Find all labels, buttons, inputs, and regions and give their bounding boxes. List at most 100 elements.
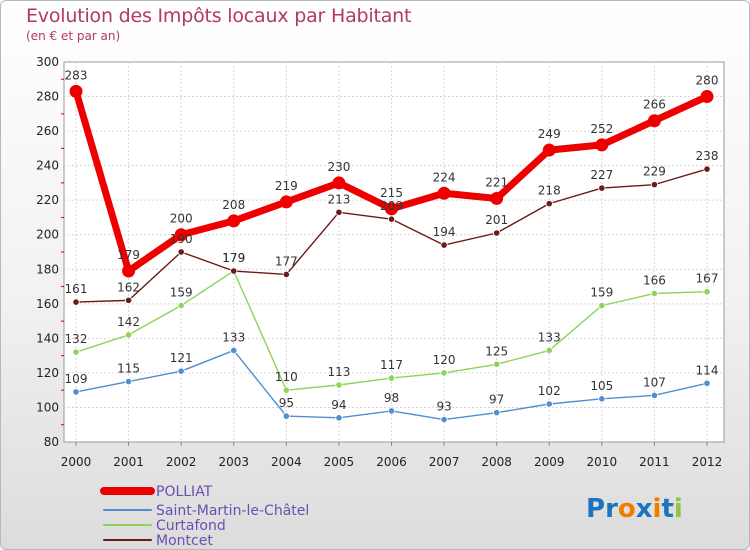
data-label: 219 — [275, 179, 298, 193]
data-label: 218 — [538, 184, 561, 198]
data-label: 133 — [222, 330, 245, 344]
data-label: 177 — [275, 254, 298, 268]
data-point — [650, 391, 659, 399]
data-point — [385, 202, 398, 216]
data-label: 107 — [643, 375, 666, 389]
data-point — [650, 289, 659, 298]
data-point — [177, 248, 185, 256]
proxiti-logo: Proxiti — [586, 494, 683, 524]
data-label: 132 — [65, 332, 88, 346]
logo-letter: i — [674, 494, 683, 524]
data-point — [703, 379, 711, 387]
y-tick-label: 140 — [36, 331, 59, 345]
data-label: 224 — [433, 170, 456, 184]
data-label: 209 — [380, 199, 403, 213]
plot-area — [63, 61, 725, 443]
legend-label: Curtafond — [156, 518, 226, 534]
data-point — [332, 176, 346, 190]
data-point — [647, 114, 661, 128]
data-point — [72, 298, 80, 306]
data-point — [493, 360, 501, 368]
y-tick-label: 80 — [44, 435, 59, 449]
x-tick-label: 2004 — [271, 455, 302, 469]
data-label: 230 — [327, 160, 350, 174]
x-tick-label: 2001 — [113, 455, 144, 469]
legend-label: POLLIAT — [156, 484, 213, 500]
data-point — [177, 301, 185, 310]
data-point — [227, 214, 241, 228]
logo-letter: o — [618, 494, 636, 524]
data-point — [387, 215, 396, 223]
data-label: 94 — [331, 398, 346, 412]
x-tick-label: 2011 — [639, 455, 670, 469]
data-label: 159 — [590, 286, 613, 300]
data-point — [335, 414, 343, 422]
legend: POLLIAT Saint-Martin-le-ChâtelCurtafondMo… — [100, 484, 309, 549]
data-label: 221 — [485, 175, 508, 189]
data-point — [598, 395, 606, 403]
data-point — [279, 195, 293, 209]
data-label: 142 — [117, 315, 140, 329]
data-label: 252 — [590, 122, 613, 136]
data-label: 249 — [538, 127, 561, 141]
data-label: 280 — [696, 74, 719, 88]
y-tick-label: 200 — [36, 228, 59, 242]
data-point — [703, 288, 711, 296]
data-label: 117 — [380, 358, 403, 372]
data-point — [124, 331, 133, 339]
y-tick-label: 100 — [36, 400, 59, 414]
x-tick-label: 2006 — [376, 455, 407, 469]
data-label: 283 — [65, 68, 88, 82]
data-point — [650, 181, 659, 189]
data-label: 114 — [696, 363, 719, 377]
data-point — [69, 84, 83, 98]
x-tick-label: 2012 — [692, 455, 723, 469]
y-tick-label: 260 — [36, 124, 59, 138]
data-label: 194 — [433, 225, 456, 239]
data-point — [598, 301, 606, 310]
data-label: 179 — [117, 248, 140, 262]
data-label: 190 — [170, 232, 193, 246]
y-tick-label: 220 — [36, 193, 59, 207]
data-label: 113 — [327, 365, 350, 379]
data-point — [72, 388, 80, 396]
data-label: 109 — [65, 372, 88, 386]
data-label: 213 — [327, 192, 350, 206]
data-point — [437, 186, 451, 200]
data-point — [542, 143, 556, 157]
data-label: 201 — [485, 213, 508, 227]
x-tick-label: 2009 — [534, 455, 565, 469]
data-label: 167 — [696, 272, 719, 286]
data-point — [545, 200, 553, 208]
data-point — [440, 415, 448, 424]
data-label: 98 — [384, 391, 399, 405]
data-label: 121 — [170, 351, 193, 365]
data-label: 229 — [643, 165, 666, 179]
data-label: 115 — [117, 362, 140, 376]
data-point — [124, 296, 133, 304]
legend-label: Saint-Martin-le-Châtel — [156, 503, 309, 519]
data-point — [387, 374, 396, 382]
data-point — [700, 90, 714, 104]
x-tick-label: 2010 — [587, 455, 618, 469]
y-axis: 80 100 120 140 160 180 200 220 240 260 280 300 — [36, 55, 64, 449]
data-point — [282, 386, 290, 394]
data-point — [493, 229, 501, 237]
data-point — [387, 407, 396, 415]
data-label: 200 — [170, 212, 193, 226]
data-label: 266 — [643, 98, 666, 112]
logo-letter: P — [586, 494, 605, 524]
data-point — [493, 409, 501, 417]
x-tick-label: 2008 — [481, 455, 512, 469]
series-group — [69, 84, 714, 424]
legend-label: Montcet — [156, 533, 213, 549]
x-tick-label: 2000 — [61, 455, 92, 469]
x-tick-label: 2002 — [166, 455, 197, 469]
y-tick-label: 240 — [36, 159, 59, 173]
data-point — [335, 381, 343, 389]
data-point — [335, 208, 343, 216]
proxiti-logo-text: Proxiti — [586, 494, 683, 524]
data-point — [230, 267, 238, 275]
